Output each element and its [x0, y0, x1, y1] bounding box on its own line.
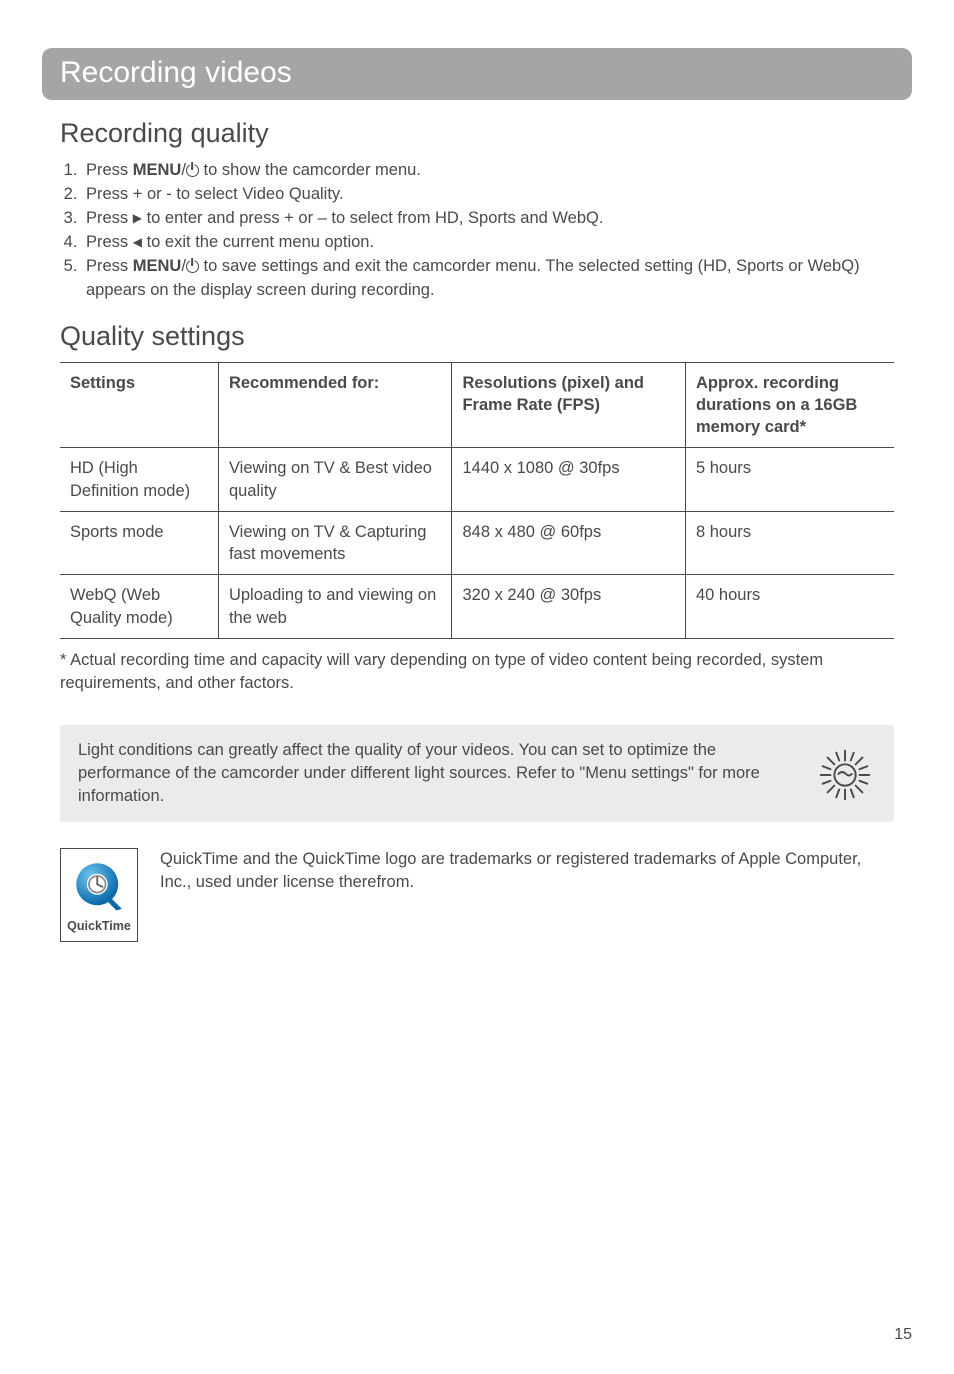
table-cell: Viewing on TV & Best video quality [218, 448, 452, 512]
table-cell: WebQ (Web Quality mode) [60, 575, 218, 639]
table-header-row: SettingsRecommended for:Resolutions (pix… [60, 362, 894, 448]
table-header-cell: Settings [60, 362, 218, 448]
table-cell: Uploading to and viewing on the web [218, 575, 452, 639]
table-row: WebQ (Web Quality mode)Uploading to and … [60, 575, 894, 639]
quicktime-logo-label: QuickTime [67, 918, 131, 936]
step-item: Press + or - to select Video Quality. [82, 183, 894, 207]
table-row: HD (High Definition mode)Viewing on TV &… [60, 448, 894, 512]
table-cell: 1440 x 1080 @ 30fps [452, 448, 686, 512]
table-cell: HD (High Definition mode) [60, 448, 218, 512]
table-header-cell: Recommended for: [218, 362, 452, 448]
recording-quality-steps: Press MENU/ to show the camcorder menu.P… [60, 159, 894, 303]
table-cell: Sports mode [60, 511, 218, 575]
table-cell: 848 x 480 @ 60fps [452, 511, 686, 575]
page-title-bar: Recording videos [42, 48, 912, 100]
quicktime-logo-icon [71, 858, 127, 914]
sun-icon [814, 743, 876, 805]
table-cell: 40 hours [685, 575, 894, 639]
quicktime-logo-box: QuickTime [60, 848, 138, 942]
table-cell: 5 hours [685, 448, 894, 512]
step-item: Press to exit the current menu option. [82, 231, 894, 255]
table-header-cell: Resolutions (pixel) and Frame Rate (FPS) [452, 362, 686, 448]
content-area: Recording quality Press MENU/ to show th… [42, 118, 912, 942]
step-item: Press to enter and press + or – to selec… [82, 207, 894, 231]
step-item: Press MENU/ to show the camcorder menu. [82, 159, 894, 183]
trademark-text: QuickTime and the QuickTime logo are tra… [160, 848, 894, 894]
triangle-right-icon [133, 209, 142, 227]
heading-quality-settings: Quality settings [60, 321, 894, 352]
tip-text: Light conditions can greatly affect the … [78, 741, 760, 805]
table-cell: 8 hours [685, 511, 894, 575]
power-icon [186, 260, 199, 273]
heading-recording-quality: Recording quality [60, 118, 894, 149]
trademark-row: QuickTime QuickTime and the QuickTime lo… [60, 848, 894, 942]
table-row: Sports modeViewing on TV & Capturing fas… [60, 511, 894, 575]
light-tip-box: Light conditions can greatly affect the … [60, 725, 894, 822]
page-number: 15 [894, 1326, 912, 1344]
step-item: Press MENU/ to save settings and exit th… [82, 255, 894, 303]
table-header-cell: Approx. recording durations on a 16GB me… [685, 362, 894, 448]
power-icon [186, 164, 199, 177]
table-cell: 320 x 240 @ 30fps [452, 575, 686, 639]
quality-settings-table: SettingsRecommended for:Resolutions (pix… [60, 362, 894, 639]
triangle-left-icon [133, 233, 142, 251]
table-footnote: * Actual recording time and capacity wil… [60, 649, 894, 695]
table-cell: Viewing on TV & Capturing fast movements [218, 511, 452, 575]
